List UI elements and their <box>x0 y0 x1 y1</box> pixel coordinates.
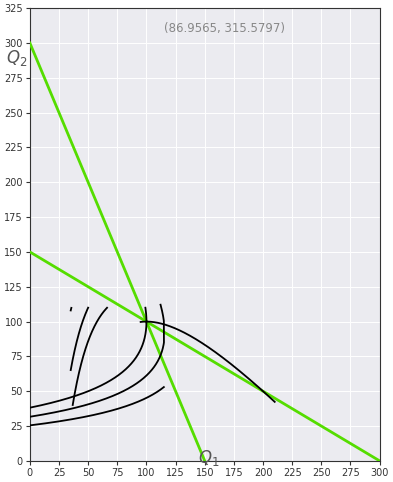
Text: $Q_2$: $Q_2$ <box>6 48 28 68</box>
Text: (86.9565, 315.5797): (86.9565, 315.5797) <box>164 22 285 35</box>
Text: $Q_1$: $Q_1$ <box>198 448 219 468</box>
